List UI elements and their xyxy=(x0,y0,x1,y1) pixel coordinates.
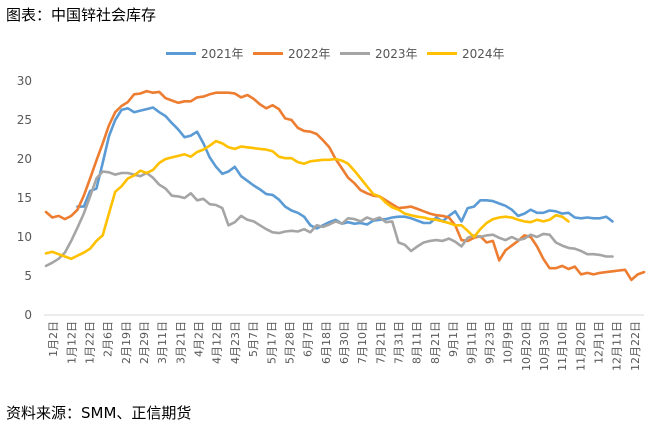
x-tick-label: 11月20日 xyxy=(574,321,587,371)
x-tick-label: 9月11日 xyxy=(465,321,478,364)
legend-item-2023: 2023年 xyxy=(340,44,418,62)
legend-item-2022: 2022年 xyxy=(253,44,331,62)
x-tick-label: 1月22日 xyxy=(83,321,96,364)
legend-swatch-2024 xyxy=(427,51,457,55)
x-tick-label: 2月29日 xyxy=(138,321,151,364)
legend-label-2021: 2021年 xyxy=(201,46,244,61)
x-tick-label: 7月31日 xyxy=(393,321,406,364)
y-tick-label: 25 xyxy=(17,113,32,127)
x-tick-label: 12月11日 xyxy=(611,321,624,371)
chart-title: 图表：中国锌社会库存 xyxy=(6,6,157,24)
x-tick-label: 6月30日 xyxy=(338,321,351,364)
x-tick-label: 10月9日 xyxy=(502,321,515,364)
x-tick-label: 8月21日 xyxy=(429,321,442,364)
x-tick-label: 4月12日 xyxy=(211,321,224,364)
legend-label-2022: 2022年 xyxy=(288,46,331,61)
x-tick-label: 5月28日 xyxy=(283,321,296,364)
x-tick-label: 5月7日 xyxy=(247,321,260,357)
y-tick-label: 10 xyxy=(17,230,32,244)
x-tick-label: 4月2日 xyxy=(193,321,206,357)
legend-swatch-2021 xyxy=(166,51,196,55)
x-tick-label: 11月10日 xyxy=(556,321,569,371)
x-tick-label: 4月23日 xyxy=(229,321,242,364)
x-tick-label: 9月1日 xyxy=(447,321,460,357)
y-tick-label: 5 xyxy=(24,269,32,283)
x-tick-label: 1月2日 xyxy=(47,321,60,357)
series-line-2022年 xyxy=(44,89,646,282)
y-tick-label: 30 xyxy=(17,74,32,88)
legend-item-2024: 2024年 xyxy=(427,44,505,62)
series-line-2024年 xyxy=(44,139,570,261)
y-tick-label: 15 xyxy=(17,191,32,205)
y-tick-label: 20 xyxy=(17,152,32,166)
x-tick-label: 12月1日 xyxy=(593,321,606,364)
x-tick-label: 3月21日 xyxy=(174,321,187,364)
x-tick-label: 5月17日 xyxy=(265,321,278,364)
x-tick-label: 3月11日 xyxy=(156,321,169,364)
legend-label-2024: 2024年 xyxy=(462,46,505,61)
chart-legend: 2021年 2022年 2023年 2024年 xyxy=(0,44,661,62)
x-tick-label: 2月6日 xyxy=(102,321,115,357)
series-line-2023年 xyxy=(44,170,614,268)
legend-swatch-2023 xyxy=(340,51,370,55)
series-line-2021年 xyxy=(76,106,614,230)
x-tick-label: 6月18日 xyxy=(320,321,333,364)
x-tick-label: 10月20日 xyxy=(520,321,533,371)
legend-swatch-2022 xyxy=(253,51,283,55)
y-tick-label: 0 xyxy=(24,308,32,322)
x-tick-label: 8月11日 xyxy=(411,321,424,364)
x-tick-label: 7月10日 xyxy=(356,321,369,364)
x-tick-label: 2月19日 xyxy=(120,321,133,364)
x-tick-label: 6月7日 xyxy=(302,321,315,357)
legend-item-2021: 2021年 xyxy=(166,44,244,62)
x-tick-label: 9月23日 xyxy=(483,321,496,364)
x-tick-label: 12月22日 xyxy=(629,321,642,371)
legend-label-2023: 2023年 xyxy=(375,46,418,61)
source-note: 资料来源：SMM、正信期货 xyxy=(6,404,192,422)
x-tick-label: 10月30日 xyxy=(538,321,551,371)
x-tick-label: 7月21日 xyxy=(374,321,387,364)
x-tick-label: 1月12日 xyxy=(65,321,78,364)
